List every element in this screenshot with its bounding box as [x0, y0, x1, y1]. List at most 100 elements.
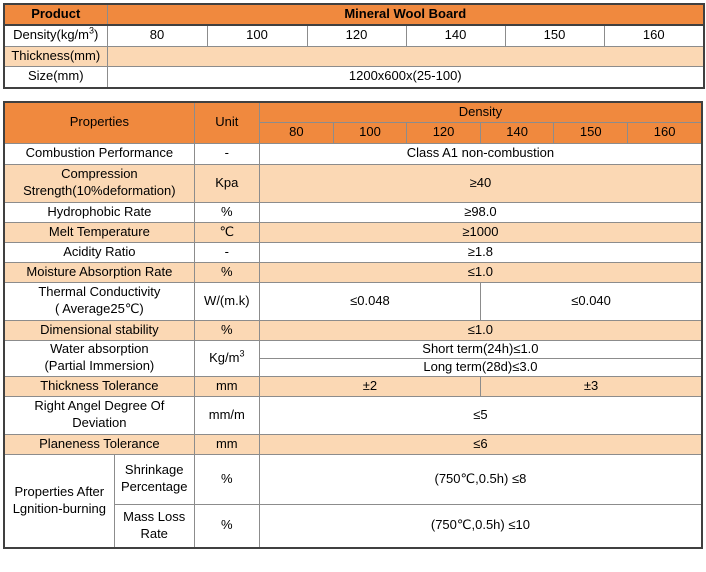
table-row: Hydrophobic Rate % ≥98.0: [3, 201, 703, 223]
hydrophobic-value-cell: ≥98.0: [258, 201, 703, 223]
thermal-label-line1: Thermal Conductivity: [38, 284, 161, 300]
compression-unit-cell: Kpa: [193, 163, 260, 203]
table-row: Properties After Lgnition-burning Shrink…: [3, 453, 703, 549]
density-value-80: 80: [106, 24, 208, 47]
spec-density-120: 120: [406, 121, 482, 144]
mass-loss-value-cell: (750℃,0.5h) ≤10: [258, 503, 703, 549]
spec-density-160: 160: [627, 121, 703, 144]
thermal-value-low-cell: ≤0.048: [258, 281, 482, 321]
water-unit-cell: Kg/m3: [193, 339, 260, 377]
dimensional-value-cell: ≤1.0: [258, 319, 703, 341]
water-long-term-cell: Long term(28d)≤3.0: [258, 357, 703, 377]
density-value-120: 120: [306, 24, 407, 47]
spec-density-150: 150: [553, 121, 629, 144]
water-unit-text: Kg/m: [209, 349, 240, 365]
spec-density-140: 140: [480, 121, 555, 144]
spec-density-80: 80: [258, 121, 334, 144]
right-angle-label-cell: Right Angel Degree Of Deviation: [3, 395, 195, 435]
after-burning-group-label-cell: Properties After Lgnition-burning: [3, 453, 115, 549]
table-row: Acidity Ratio - ≥1.8: [3, 241, 703, 263]
shrinkage-label-line2: Percentage: [120, 479, 188, 494]
right-angle-unit-cell: mm/m: [193, 395, 260, 435]
thickness-tolerance-label-cell: Thickness Tolerance: [3, 375, 195, 397]
table-row: Mass Loss Rate % (750℃,0.5h) ≤10: [4, 503, 703, 549]
spec-density-100: 100: [332, 121, 408, 144]
density-label-close: ): [94, 27, 99, 43]
table-row: Water absorption (Partial Immersion) Kg/…: [3, 339, 703, 377]
planeness-label-cell: Planeness Tolerance: [3, 433, 195, 455]
acidity-unit-cell: -: [193, 241, 260, 263]
density-header-cell: Density: [258, 101, 703, 123]
thermal-unit-cell: W/(m.k): [193, 281, 260, 321]
compression-label-cell: Compression Strength(10%deformation): [3, 163, 195, 203]
combustion-unit-cell: -: [193, 142, 260, 165]
thickness-label-cell: Thickness(mm): [3, 45, 108, 67]
density-value-140: 140: [405, 24, 506, 47]
density-value-150: 150: [504, 24, 605, 47]
dimensional-label-cell: Dimensional stability: [3, 319, 195, 341]
melt-unit-cell: ℃: [193, 221, 260, 243]
table-row: Planeness Tolerance mm ≤6: [3, 433, 703, 455]
table-gap: [3, 89, 703, 101]
table-row: Compression Strength(10%deformation) Kpa…: [3, 163, 703, 203]
combustion-value-cell: Class A1 non-combustion: [258, 142, 703, 165]
combustion-label-cell: Combustion Performance: [3, 142, 195, 165]
product-table: Product Mineral Wool Board Density(kg/m3…: [3, 3, 706, 89]
mass-loss-label-line2: Rate: [140, 525, 168, 541]
water-label-cell: Water absorption (Partial Immersion): [3, 339, 195, 377]
table-row: Right Angel Degree Of Deviation mm/m ≤5: [3, 395, 703, 435]
table-row: Dimensional stability % ≤1.0: [3, 319, 703, 341]
spec-table: Properties Unit Density 80 100 120 140 1…: [3, 101, 703, 549]
shrinkage-value-cell: (750℃,0.5h) ≤8: [258, 453, 703, 505]
compression-label-line2: Strength(10%deformation): [23, 183, 176, 198]
shrinkage-label-cell: Shrinkage Percentage: [113, 453, 195, 505]
density-label-cell: Density(kg/m3): [3, 24, 108, 47]
mass-loss-unit-cell: %: [193, 503, 260, 549]
after-burning-label-line1: Properties After: [14, 484, 105, 500]
shrinkage-unit-cell: %: [193, 453, 260, 505]
page: Product Mineral Wool Board Density(kg/m3…: [3, 3, 706, 549]
thickness-tolerance-low-cell: ±2: [258, 375, 482, 397]
shrinkage-label-line1: Shrinkage: [124, 462, 184, 478]
right-angle-label-line1: Right Angel Degree Of: [34, 398, 165, 414]
thickness-tolerance-high-cell: ±3: [480, 375, 703, 397]
hydrophobic-unit-cell: %: [193, 201, 260, 223]
properties-header-cell: Properties: [3, 101, 195, 144]
density-label-superscript: 3: [89, 26, 95, 37]
dimensional-unit-cell: %: [193, 319, 260, 341]
compression-label-line1: Compression: [61, 166, 138, 182]
acidity-value-cell: ≥1.8: [258, 241, 703, 263]
planeness-unit-cell: mm: [193, 433, 260, 455]
thickness-tolerance-unit-cell: mm: [193, 375, 260, 397]
right-angle-label-line2: Deviation: [72, 415, 127, 430]
melt-value-cell: ≥1000: [258, 221, 703, 243]
table-row: Melt Temperature ℃ ≥1000: [3, 221, 703, 243]
water-label-line1: Water absorption: [50, 341, 149, 357]
product-header-cell: Product: [3, 3, 108, 26]
unit-header-cell: Unit: [193, 101, 260, 144]
density-label-text: Density(kg/m: [13, 27, 89, 43]
hydrophobic-label-cell: Hydrophobic Rate: [3, 201, 195, 223]
moisture-label-cell: Moisture Absorption Rate: [3, 261, 195, 283]
melt-label-cell: Melt Temperature: [3, 221, 195, 243]
after-burning-label-line2: Lgnition-burning: [12, 500, 106, 516]
acidity-label-cell: Acidity Ratio: [3, 241, 195, 263]
planeness-value-cell: ≤6: [258, 433, 703, 455]
density-value-100: 100: [206, 24, 308, 47]
mass-loss-label-cell: Mass Loss Rate: [113, 503, 195, 549]
moisture-unit-cell: %: [193, 261, 260, 283]
product-name-cell: Mineral Wool Board: [106, 3, 705, 26]
size-label-cell: Size(mm): [3, 65, 108, 89]
table-row: Combustion Performance - Class A1 non-co…: [3, 142, 703, 165]
compression-value-cell: ≥40: [258, 163, 703, 203]
water-unit-superscript: 3: [239, 348, 245, 359]
table-row: Moisture Absorption Rate % ≤1.0: [3, 261, 703, 283]
right-angle-value-cell: ≤5: [258, 395, 703, 435]
moisture-value-cell: ≤1.0: [258, 261, 703, 283]
thermal-label-line2: ( Average25℃): [54, 301, 144, 316]
thermal-value-high-cell: ≤0.040: [480, 281, 703, 321]
thickness-value-cell: [106, 45, 705, 67]
table-row: Thickness Tolerance mm ±2 ±3: [3, 375, 703, 397]
water-label-line2: (Partial Immersion): [44, 358, 155, 373]
thermal-label-cell: Thermal Conductivity ( Average25℃): [3, 281, 195, 321]
